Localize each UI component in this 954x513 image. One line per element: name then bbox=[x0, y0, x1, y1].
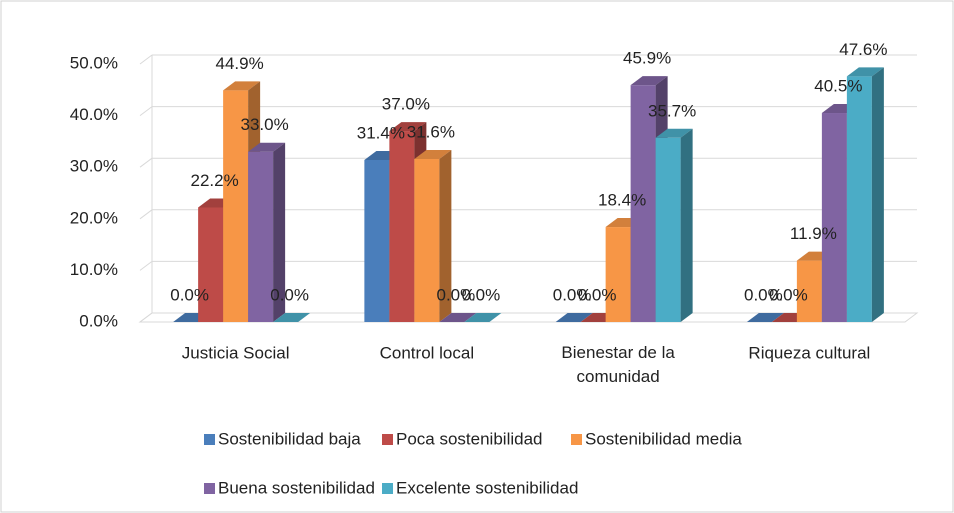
y-tick-label: 30.0% bbox=[70, 157, 118, 176]
data-label: 47.6% bbox=[839, 40, 887, 59]
bar bbox=[846, 67, 884, 322]
bar bbox=[746, 313, 784, 322]
y-tick-label: 20.0% bbox=[70, 208, 118, 227]
y-tick-label: 10.0% bbox=[70, 260, 118, 279]
bar-front bbox=[821, 113, 847, 323]
data-label: 0.0% bbox=[553, 285, 592, 304]
bar bbox=[414, 149, 452, 322]
bar-top bbox=[746, 313, 784, 322]
bar-top bbox=[223, 81, 261, 91]
data-label: 35.7% bbox=[648, 101, 696, 120]
data-label: 18.4% bbox=[598, 191, 646, 210]
bar-top bbox=[439, 313, 477, 322]
legend-swatch bbox=[204, 483, 215, 494]
y-tick-label: 50.0% bbox=[70, 53, 118, 72]
data-label: 0.0% bbox=[769, 285, 808, 304]
data-label: 40.5% bbox=[814, 77, 862, 96]
grid-line-side bbox=[139, 106, 153, 116]
data-label: 11.9% bbox=[790, 224, 837, 243]
grid-line-side bbox=[139, 54, 153, 65]
bar bbox=[439, 313, 477, 322]
legend-label: Sostenibilidad baja bbox=[218, 429, 361, 448]
data-label: 0.0% bbox=[437, 285, 476, 304]
data-label: 0.0% bbox=[744, 285, 783, 304]
data-label: 44.9% bbox=[216, 54, 264, 73]
legend-swatch bbox=[204, 434, 215, 445]
bar-top bbox=[655, 128, 693, 138]
bar-front bbox=[655, 137, 681, 322]
legend-label: Buena sostenibilidad bbox=[218, 478, 375, 497]
y-tick-label: 0.0% bbox=[79, 311, 118, 330]
bar-side bbox=[680, 128, 693, 322]
bar-front bbox=[364, 159, 390, 322]
data-label: 31.4% bbox=[357, 123, 405, 142]
bar-top bbox=[248, 142, 286, 152]
bar bbox=[464, 313, 502, 322]
bar bbox=[248, 142, 286, 322]
bar-top bbox=[464, 313, 502, 322]
bar-side bbox=[871, 67, 884, 322]
bar-top bbox=[555, 313, 593, 322]
data-label: 31.6% bbox=[407, 122, 455, 141]
legend-swatch bbox=[382, 434, 393, 445]
legend-label: Excelente sostenibilidad bbox=[396, 478, 578, 497]
data-label: 33.0% bbox=[241, 115, 289, 134]
y-tick-label: 40.0% bbox=[70, 105, 118, 124]
grid-line-side bbox=[139, 157, 153, 168]
data-label: 0.0% bbox=[270, 285, 309, 304]
bar-front bbox=[198, 207, 224, 322]
bar-side bbox=[439, 149, 452, 322]
bar bbox=[555, 313, 593, 322]
grid-line-side bbox=[139, 260, 153, 271]
legend-swatch bbox=[382, 483, 393, 494]
data-label: 45.9% bbox=[623, 49, 671, 68]
legend-label: Poca sostenibilidad bbox=[396, 429, 542, 448]
x-tick-label: Bienestar de la comunidad bbox=[561, 343, 675, 386]
bar-top bbox=[389, 122, 427, 132]
bar bbox=[655, 128, 693, 322]
bar bbox=[273, 313, 311, 322]
bar-front bbox=[414, 158, 440, 322]
bar-front bbox=[389, 131, 415, 322]
bar-front bbox=[796, 260, 822, 322]
bar-front bbox=[846, 76, 872, 322]
bar-top bbox=[630, 76, 668, 86]
data-label: 37.0% bbox=[382, 95, 430, 114]
x-tick-label: Control local bbox=[380, 343, 475, 362]
data-label: 0.0% bbox=[578, 285, 617, 304]
bar-front bbox=[223, 90, 249, 322]
x-tick-label: Justicia Social bbox=[182, 343, 290, 362]
bar-top bbox=[273, 313, 311, 322]
bar-front bbox=[248, 151, 274, 322]
legend-swatch bbox=[571, 434, 582, 445]
bar-front bbox=[630, 85, 656, 322]
grid-line-side bbox=[139, 312, 153, 323]
legend-label: Sostenibilidad media bbox=[585, 429, 742, 448]
data-label: 22.2% bbox=[191, 171, 239, 190]
bar-top bbox=[414, 149, 452, 159]
bar-top bbox=[846, 67, 884, 77]
data-label: 0.0% bbox=[170, 285, 209, 304]
x-tick-label: Riqueza cultural bbox=[748, 343, 870, 362]
bar-front bbox=[605, 227, 631, 322]
bar-side bbox=[273, 142, 286, 322]
data-label: 0.0% bbox=[462, 285, 501, 304]
grid-line-side bbox=[139, 209, 153, 220]
